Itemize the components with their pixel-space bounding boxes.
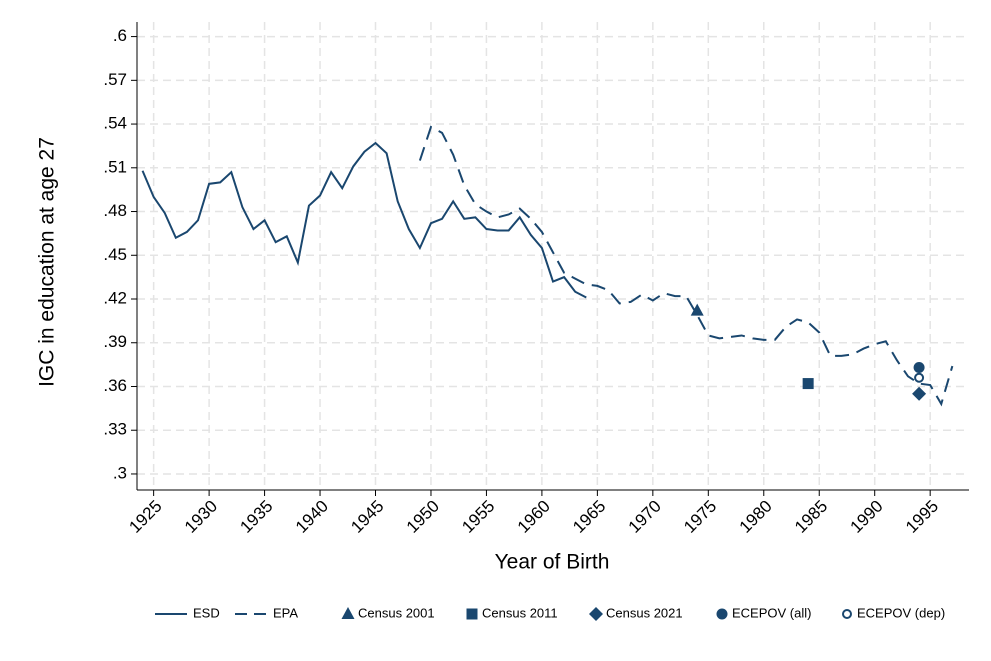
legend-item: Census 2011	[466, 605, 558, 620]
legend-label: Census 2001	[358, 605, 435, 620]
legend-label: ESD	[193, 605, 220, 620]
legend-item: Census 2001	[341, 605, 435, 620]
y-tick-label: .33	[103, 420, 127, 439]
legend-label: Census 2021	[606, 605, 683, 620]
x-tick-label: 1990	[847, 497, 887, 537]
legend-label: ECEPOV (dep)	[857, 605, 945, 620]
y-tick-label: .51	[103, 157, 127, 176]
y-tick-label: .45	[103, 245, 127, 264]
legend-symbol	[341, 607, 355, 619]
x-tick-label: 1925	[125, 497, 165, 537]
y-tick-label: .6	[113, 26, 127, 45]
x-tick-label: 1930	[181, 497, 221, 537]
x-axis-title: Year of Birth	[495, 551, 610, 574]
legend-item: ECEPOV (all)	[716, 605, 811, 620]
legend-symbol	[716, 608, 728, 620]
legend-label: Census 2011	[482, 605, 558, 620]
x-tick-label: 1965	[569, 497, 609, 537]
data-point	[913, 362, 925, 374]
legend-item: ESD	[155, 605, 220, 620]
x-tick-label: 1955	[458, 497, 498, 537]
y-axis-title: IGC in education at age 27	[36, 137, 59, 387]
x-tick-label: 1960	[514, 497, 554, 537]
legend-item: Census 2021	[589, 605, 683, 621]
x-tick-label: 1970	[625, 497, 665, 537]
y-tick-label: .42	[103, 288, 127, 307]
data-line	[141, 141, 587, 299]
x-tick-label: 1935	[236, 497, 276, 537]
data-point	[912, 386, 927, 401]
y-tick-label: .54	[103, 114, 127, 133]
x-tick-label: 1945	[347, 497, 387, 537]
x-tick-label: 1985	[791, 497, 831, 537]
legend-label: ECEPOV (all)	[732, 605, 811, 620]
y-tick-label: .3	[113, 463, 127, 482]
data-point	[914, 372, 925, 383]
x-tick-label: 1980	[736, 497, 776, 537]
legend-label: EPA	[273, 605, 298, 620]
data-line	[418, 125, 954, 407]
x-tick-label: 1975	[680, 497, 720, 537]
x-tick-label: 1950	[403, 497, 443, 537]
legend-symbol	[589, 607, 603, 621]
y-tick-label: .57	[103, 70, 127, 89]
x-tick-label: 1995	[902, 497, 942, 537]
y-tick-label: .48	[103, 201, 127, 220]
data-point	[802, 378, 814, 390]
data-point	[690, 303, 704, 316]
legend-item: EPA	[235, 605, 298, 620]
y-tick-label: .39	[103, 332, 127, 351]
x-tick-label: 1940	[292, 497, 332, 537]
y-tick-label: .36	[103, 376, 127, 395]
legend-symbol	[842, 609, 852, 619]
legend-item: ECEPOV (dep)	[842, 605, 945, 620]
legend-symbol	[466, 608, 478, 620]
